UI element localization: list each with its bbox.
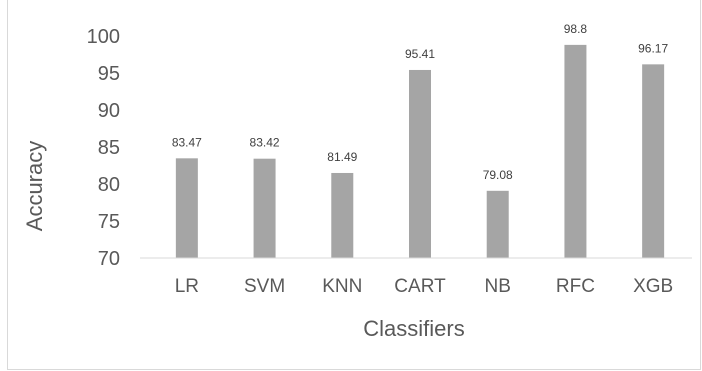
bar-nb [486, 190, 509, 258]
y-tick-label: 95 [98, 63, 120, 85]
bar-rfc [564, 44, 587, 258]
bar-xgb [642, 64, 665, 258]
y-axis-ticks: 70 75 80 85 90 95 100 [87, 26, 120, 270]
x-category-label: KNN [322, 276, 362, 297]
bar-series [175, 44, 665, 258]
y-tick-label: 85 [98, 137, 120, 159]
data-label: 96.17 [638, 41, 668, 55]
data-label: 98.8 [564, 22, 588, 36]
bar-lr [175, 158, 198, 258]
x-category-label: CART [394, 276, 446, 297]
x-axis-categories: LR SVM KNN CART NB RFC XGB [175, 276, 673, 297]
bar-knn [331, 172, 354, 258]
data-label: 79.08 [483, 168, 513, 182]
data-label: 83.42 [250, 136, 280, 150]
x-axis-title: Classifiers [363, 316, 464, 341]
data-labels: 83.47 83.42 81.49 95.41 79.08 98.8 96.17 [172, 22, 669, 182]
x-category-label: XGB [633, 276, 673, 297]
y-tick-label: 75 [98, 211, 120, 233]
data-label: 83.47 [172, 135, 202, 149]
y-tick-label: 100 [87, 26, 120, 48]
x-category-label: SVM [244, 276, 285, 297]
y-tick-label: 80 [98, 174, 120, 196]
y-tick-label: 70 [98, 248, 120, 270]
y-axis-title: Accuracy [22, 141, 47, 231]
x-category-label: NB [485, 276, 511, 297]
bar-cart [409, 69, 431, 258]
x-category-label: RFC [556, 276, 595, 297]
data-label: 81.49 [327, 150, 357, 164]
x-category-label: LR [175, 276, 199, 297]
data-label: 95.41 [405, 47, 435, 61]
bar-svm [253, 158, 276, 258]
y-tick-label: 90 [98, 100, 120, 122]
